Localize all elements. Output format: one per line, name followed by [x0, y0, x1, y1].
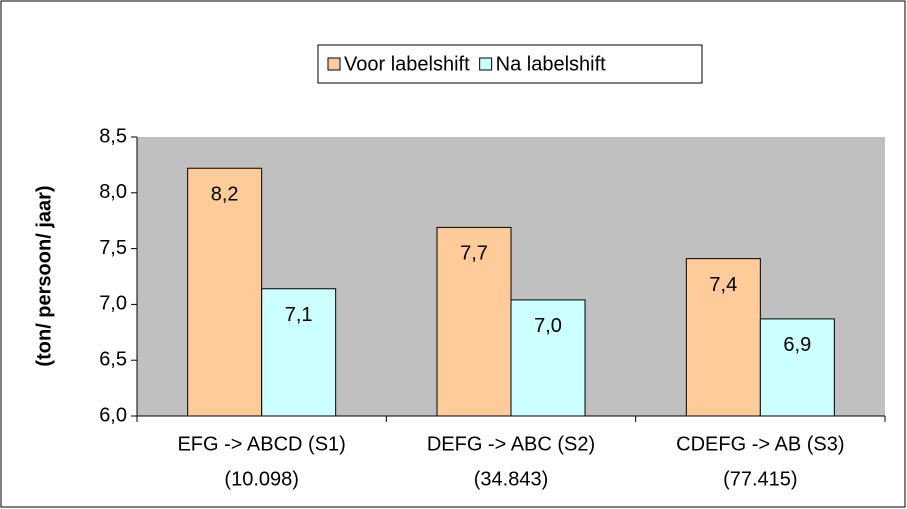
value-label: 7,4 [709, 274, 737, 296]
x-tick-label: DEFG -> ABC (S2) [427, 433, 595, 455]
y-tick-label: 6,0 [99, 404, 127, 426]
bar [510, 299, 586, 417]
y-tick-label: 6,5 [99, 348, 127, 370]
bar [685, 258, 761, 417]
y-tick-label: 7,5 [99, 237, 127, 259]
legend-box [317, 44, 703, 84]
bar [759, 318, 835, 417]
bar [261, 288, 337, 417]
legend-swatch [479, 57, 493, 71]
x-tick-label: (10.098) [224, 468, 299, 490]
value-label: 6,9 [783, 334, 811, 356]
y-axis-label: (ton/ persoon/ jaar) [33, 185, 55, 366]
legend-label: Na labelshift [496, 53, 607, 75]
value-label: 7,1 [285, 304, 313, 326]
legend-label: Voor labelshift [344, 53, 470, 75]
value-label: 7,0 [534, 315, 562, 337]
bar [436, 226, 512, 417]
value-label: 8,2 [211, 184, 239, 206]
y-tick-label: 8,5 [99, 125, 127, 147]
y-tick-label: 8,0 [99, 181, 127, 203]
x-tick-label: (34.843) [474, 468, 549, 490]
value-label: 7,7 [460, 243, 488, 265]
x-tick-label: (77.415) [723, 468, 798, 490]
y-tick-label: 7,0 [99, 293, 127, 315]
x-tick-label: EFG -> ABCD (S1) [177, 433, 345, 455]
x-tick-label: CDEFG -> AB (S3) [676, 433, 844, 455]
legend-swatch [327, 57, 341, 71]
